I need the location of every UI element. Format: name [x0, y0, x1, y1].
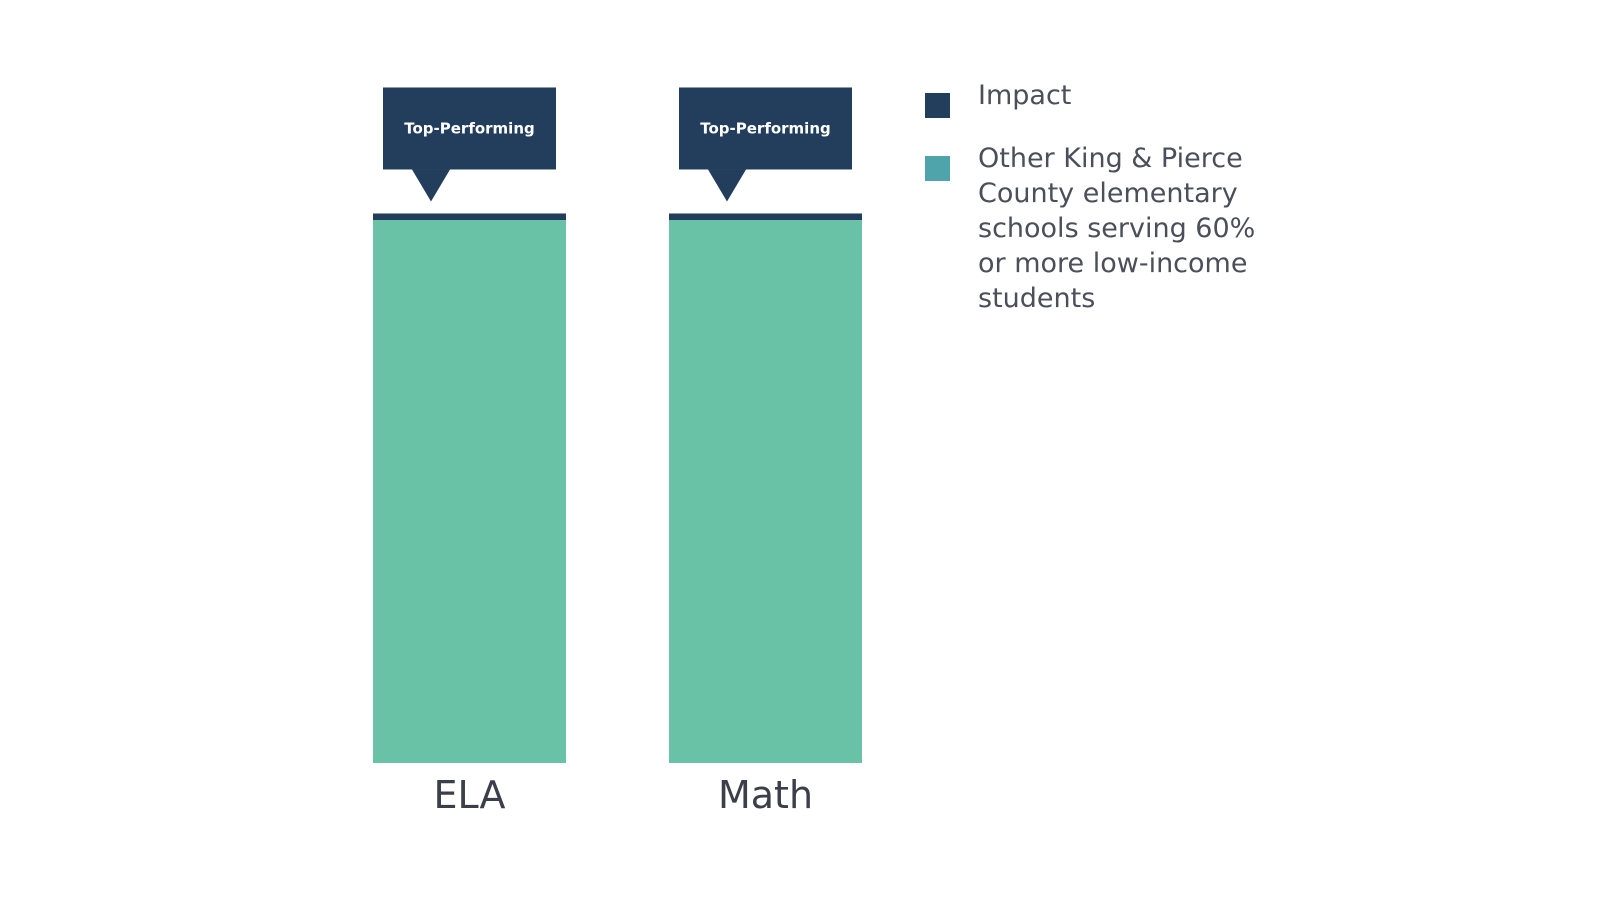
bar-segment-impact — [669, 213, 862, 220]
legend-label-impact: Impact — [978, 80, 1072, 111]
category-label-ela: ELA — [433, 773, 505, 817]
callout-box — [679, 87, 852, 170]
callout-label: Top-Performing — [700, 119, 831, 137]
bar-segment-impact — [373, 213, 566, 220]
callout-label: Top-Performing — [404, 119, 535, 137]
legend-item-other-schools: Other King & Pierce County elementary sc… — [925, 138, 1265, 316]
category-label-math: Math — [718, 773, 813, 817]
legend: Impact Other King & Pierce County elemen… — [925, 75, 1265, 336]
legend-swatch-other-schools — [925, 156, 950, 181]
callout-box — [383, 87, 556, 170]
bar-segment-other-schools — [373, 220, 566, 763]
legend-item-impact: Impact — [925, 75, 1265, 118]
callout-pointer — [412, 169, 450, 202]
legend-swatch-impact — [925, 93, 950, 118]
legend-label-other-schools: Other King & Pierce County elementary sc… — [978, 143, 1256, 314]
bar-segment-other-schools — [669, 220, 862, 763]
callout-pointer — [708, 169, 746, 202]
